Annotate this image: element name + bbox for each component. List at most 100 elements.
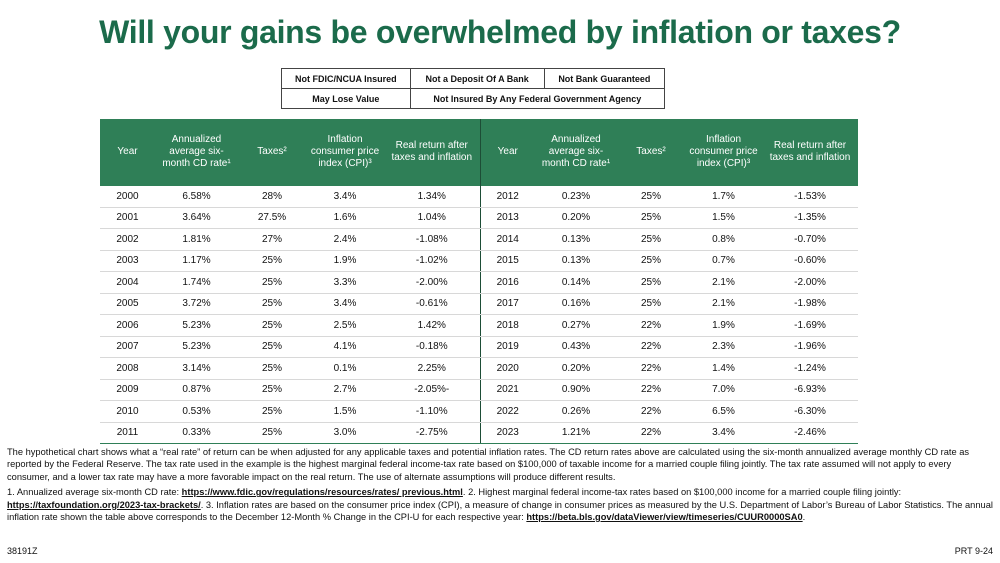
- value-cell: 2.4%: [306, 228, 384, 251]
- value-cell: 6.5%: [685, 400, 762, 423]
- year-cell: 2019: [479, 336, 535, 358]
- year-cell: 2000: [100, 185, 155, 208]
- value-cell: 0.8%: [685, 228, 762, 251]
- value-cell: -1.69%: [762, 314, 858, 337]
- table-row: 2008 3.14% 25% 0.1% 2.25% 2020 0.20% 22% 1.4% -1.…: [100, 357, 858, 380]
- value-cell: 5.23%: [155, 336, 238, 358]
- value-cell: 25%: [238, 271, 306, 294]
- table-body: 2000 6.58% 28% 3.4% 1.34% 2012 0.23% 25% 1.7% -1.…: [100, 185, 858, 444]
- year-cell: 2005: [100, 293, 155, 315]
- value-cell: 3.4%: [685, 422, 762, 444]
- value-cell: 0.7%: [685, 250, 762, 272]
- footnote-link[interactable]: https://www.fdic.gov/regulations/resourc…: [181, 487, 463, 498]
- year-cell: 2012: [479, 185, 535, 208]
- table-row: 2011 0.33% 25% 3.0% -2.75% 2023 1.21% 22% 3.4% -2…: [100, 422, 858, 444]
- value-cell: 3.3%: [306, 271, 384, 294]
- value-cell: 25%: [238, 357, 306, 380]
- value-cell: 22%: [617, 400, 685, 423]
- value-cell: 25%: [238, 336, 306, 358]
- value-cell: 3.14%: [155, 357, 238, 380]
- column-header: Taxes²: [238, 119, 306, 186]
- year-cell: 2011: [100, 422, 155, 444]
- value-cell: -1.53%: [762, 185, 858, 208]
- value-cell: 25%: [617, 207, 685, 229]
- value-cell: 1.5%: [685, 207, 762, 229]
- value-cell: 1.21%: [535, 422, 617, 444]
- value-cell: 2.1%: [685, 271, 762, 294]
- value-cell: 0.20%: [535, 207, 617, 229]
- year-cell: 2002: [100, 228, 155, 251]
- table-row: 2010 0.53% 25% 1.5% -1.10% 2022 0.26% 22% 6.5% -6…: [100, 400, 858, 423]
- footer-code: 38191Z: [7, 546, 38, 556]
- year-cell: 2013: [479, 207, 535, 229]
- year-cell: 2022: [479, 400, 535, 423]
- year-cell: 2003: [100, 250, 155, 272]
- table-row: 2000 6.58% 28% 3.4% 1.34% 2012 0.23% 25% 1.7% -1.…: [100, 185, 858, 208]
- value-cell: 0.1%: [306, 357, 384, 380]
- value-cell: 25%: [617, 271, 685, 294]
- year-cell: 2001: [100, 207, 155, 229]
- table-row: 2009 0.87% 25% 2.7% -2.05%- 2021 0.90% 22% 7.0% -…: [100, 379, 858, 401]
- value-cell: 1.5%: [306, 400, 384, 423]
- header-row: Year Annualized average six-month CD rate…: [100, 119, 858, 186]
- value-cell: 3.72%: [155, 293, 238, 315]
- value-cell: 27.5%: [238, 207, 306, 229]
- value-cell: 2.1%: [685, 293, 762, 315]
- value-cell: 0.14%: [535, 271, 617, 294]
- value-cell: 25%: [238, 293, 306, 315]
- value-cell: 0.23%: [535, 185, 617, 208]
- value-cell: -0.60%: [762, 250, 858, 272]
- value-cell: 25%: [238, 314, 306, 337]
- value-cell: 2.5%: [306, 314, 384, 337]
- year-cell: 2010: [100, 400, 155, 423]
- value-cell: -2.00%: [762, 271, 858, 294]
- value-cell: 0.33%: [155, 422, 238, 444]
- table-row: 2006 5.23% 25% 2.5% 1.42% 2018 0.27% 22% 1.9% -1.…: [100, 314, 858, 337]
- value-cell: 1.74%: [155, 271, 238, 294]
- column-header: Annualized average six-month CD rate¹: [535, 119, 617, 186]
- column-header: Year: [100, 119, 155, 186]
- value-cell: 2.3%: [685, 336, 762, 358]
- footnote-link[interactable]: https://taxfoundation.org/2023-tax-brack…: [7, 499, 201, 510]
- value-cell: 22%: [617, 314, 685, 337]
- value-cell: -1.96%: [762, 336, 858, 358]
- year-cell: 2007: [100, 336, 155, 358]
- table-row: 2002 1.81% 27% 2.4% -1.08% 2014 0.13% 25% 0.8% -0…: [100, 228, 858, 251]
- value-cell: -1.35%: [762, 207, 858, 229]
- footnote-link[interactable]: https://beta.bls.gov/dataViewer/view/tim…: [526, 512, 803, 523]
- year-cell: 2021: [479, 379, 535, 401]
- footer-page: PRT 9-24: [954, 546, 993, 556]
- column-header: Inflation consumer price index (CPI)³: [685, 119, 762, 186]
- returns-table: Year Annualized average six-month CD rate…: [100, 119, 858, 444]
- value-cell: 6.58%: [155, 185, 238, 208]
- value-cell: 0.90%: [535, 379, 617, 401]
- value-cell: 0.87%: [155, 379, 238, 401]
- value-cell: 1.4%: [685, 357, 762, 380]
- value-cell: 2.7%: [306, 379, 384, 401]
- value-cell: 22%: [617, 422, 685, 444]
- value-cell: 0.20%: [535, 357, 617, 380]
- value-cell: -2.05%-: [384, 379, 480, 401]
- disclaimer: May Lose Value: [281, 88, 411, 109]
- year-cell: 2008: [100, 357, 155, 380]
- value-cell: 0.43%: [535, 336, 617, 358]
- column-header: Year: [479, 119, 535, 186]
- footnote-text: 3. Inflation rates are based on the cons…: [7, 499, 993, 523]
- value-cell: 27%: [238, 228, 306, 251]
- value-cell: 0.13%: [535, 250, 617, 272]
- column-header: Taxes²: [617, 119, 685, 186]
- value-cell: 1.17%: [155, 250, 238, 272]
- disclaimer: Not FDIC/NCUA Insured: [281, 68, 411, 89]
- value-cell: 25%: [617, 250, 685, 272]
- value-cell: -0.70%: [762, 228, 858, 251]
- footnotes: 1. Annualized average six-month CD rate:…: [7, 486, 995, 523]
- column-header: Real return after taxes and inflation: [384, 119, 480, 186]
- footnote-text: 1. Annualized average six-month CD rate:: [7, 487, 182, 498]
- value-cell: 22%: [617, 379, 685, 401]
- value-cell: -1.98%: [762, 293, 858, 315]
- footnote-text: .: [200, 499, 206, 510]
- value-cell: 3.64%: [155, 207, 238, 229]
- value-cell: 1.9%: [685, 314, 762, 337]
- value-cell: 0.26%: [535, 400, 617, 423]
- year-cell: 2023: [479, 422, 535, 444]
